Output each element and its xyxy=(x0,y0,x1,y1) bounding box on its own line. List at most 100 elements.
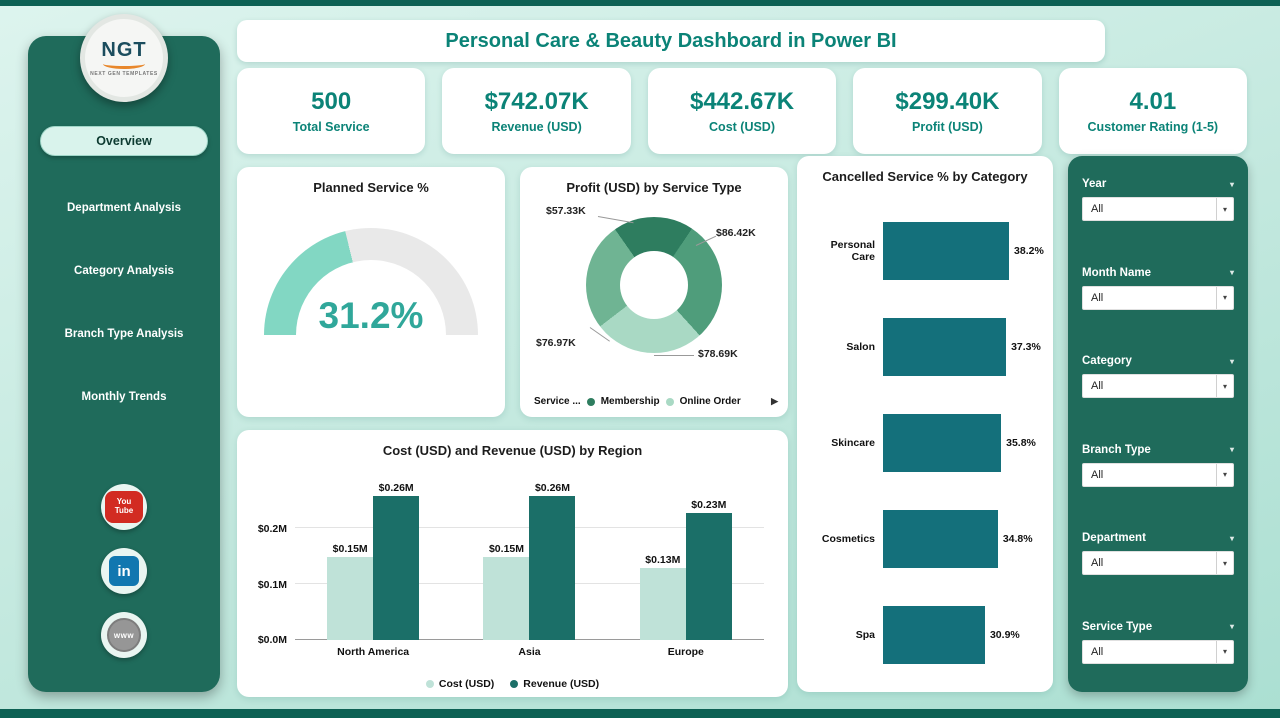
cost-revenue-by-region-card: Cost (USD) and Revenue (USD) by Region $… xyxy=(237,430,788,697)
segment-label: $57.33K xyxy=(546,205,586,217)
profit-donut[interactable] xyxy=(586,217,722,353)
sidebar-nav: Department Analysis Category Analysis Br… xyxy=(28,176,220,428)
linkedin-link[interactable]: in xyxy=(101,548,147,594)
kpi-label: Cost (USD) xyxy=(709,120,775,134)
chevron-down-icon[interactable]: ▾ xyxy=(1229,622,1234,632)
page-title: Personal Care & Beauty Dashboard in Powe… xyxy=(445,29,897,52)
logo-swoosh xyxy=(103,59,145,69)
kpi-label: Revenue (USD) xyxy=(491,120,582,134)
kpi-value: $442.67K xyxy=(689,88,795,115)
kpi-customer-rating: 4.01 Customer Rating (1-5) xyxy=(1058,68,1248,154)
kpi-label: Profit (USD) xyxy=(912,120,983,134)
sidebar-item-monthly-trends[interactable]: Monthly Trends xyxy=(81,390,167,403)
dropdown-value: All xyxy=(1091,557,1104,570)
chart-title: Cost (USD) and Revenue (USD) by Region xyxy=(382,443,643,458)
sidebar-item-overview[interactable]: Overview xyxy=(40,126,208,156)
bar-group: $0.13M $0.23M Europe xyxy=(639,498,732,658)
slicer-label: Branch Type xyxy=(1082,443,1151,456)
legend-dot-membership xyxy=(586,397,595,406)
segment-label: $76.97K xyxy=(536,337,576,349)
bar[interactable] xyxy=(529,496,576,640)
region-groups: $0.15M $0.26M North America $0.15M $0.26M Asi… xyxy=(295,474,764,658)
slicer-year: Year ▾ All ▾ xyxy=(1082,178,1234,221)
bar[interactable] xyxy=(883,318,1007,376)
department-dropdown[interactable]: All ▾ xyxy=(1082,551,1234,576)
slicer-label: Year xyxy=(1082,178,1107,190)
bar-group: $0.15M $0.26M Asia xyxy=(483,482,576,658)
value-label: $0.23M xyxy=(691,498,727,511)
bar-row: Salon 37.3% xyxy=(805,316,1049,378)
bar[interactable] xyxy=(373,496,420,640)
chevron-down-icon[interactable]: ▾ xyxy=(1229,445,1234,455)
chevron-down-icon: ▾ xyxy=(1215,286,1233,309)
service-type-dropdown[interactable]: All ▾ xyxy=(1082,639,1234,664)
category-dropdown[interactable]: All ▾ xyxy=(1082,374,1234,399)
bar-row: Personal Care 38.2% xyxy=(805,220,1049,282)
chevron-down-icon[interactable]: ▾ xyxy=(1229,533,1234,543)
sidebar-item-branch-type-analysis[interactable]: Branch Type Analysis xyxy=(64,327,184,340)
sidebar-item-category-analysis[interactable]: Category Analysis xyxy=(74,264,174,277)
chevron-down-icon: ▾ xyxy=(1215,463,1233,486)
category-label: Asia xyxy=(518,646,541,658)
kpi-value: $742.07K xyxy=(484,88,589,115)
chevron-down-icon[interactable]: ▾ xyxy=(1229,179,1234,189)
value-label: $0.13M xyxy=(645,554,681,567)
bar[interactable] xyxy=(483,557,530,640)
bar[interactable] xyxy=(883,414,1002,472)
month-name-dropdown[interactable]: All ▾ xyxy=(1082,285,1234,310)
legend-label: Online Order xyxy=(679,396,741,407)
value-label: 30.9% xyxy=(989,629,1020,641)
category-label: Salon xyxy=(846,341,875,353)
website-link[interactable]: www xyxy=(101,612,147,658)
y-tick: $0.1M xyxy=(257,579,287,591)
logo-abbr: NGT xyxy=(101,39,147,61)
category-label: Skincare xyxy=(831,437,875,449)
y-tick: $0.2M xyxy=(257,523,287,535)
bottom-border xyxy=(0,709,1280,718)
chevron-down-icon[interactable]: ▾ xyxy=(1229,268,1234,278)
bar[interactable] xyxy=(883,222,1010,280)
chevron-down-icon: ▾ xyxy=(1215,552,1233,575)
kpi-label: Customer Rating (1-5) xyxy=(1087,120,1219,134)
dropdown-value: All xyxy=(1091,645,1104,658)
sidebar-item-department-analysis[interactable]: Department Analysis xyxy=(67,201,181,214)
cancelled-service-card: Cancelled Service % by Category Personal… xyxy=(797,156,1053,692)
legend-scroll-arrow[interactable]: ▶ xyxy=(771,396,778,406)
y-axis: $0.0M $0.1M $0.2M xyxy=(245,474,289,646)
branch-type-dropdown[interactable]: All ▾ xyxy=(1082,462,1234,487)
youtube-link[interactable]: You Tube xyxy=(101,484,147,530)
year-dropdown[interactable]: All ▾ xyxy=(1082,197,1234,221)
legend-dot-online-order xyxy=(665,397,674,406)
chevron-down-icon: ▾ xyxy=(1215,198,1233,220)
profit-by-service-type-card: Profit (USD) by Service Type $57.33K $86… xyxy=(520,167,788,417)
slicer-label: Department xyxy=(1082,532,1146,545)
legend-title: Service ... xyxy=(534,396,581,407)
kpi-cost: $442.67K Cost (USD) xyxy=(647,68,837,154)
y-tick: $0.0M xyxy=(257,634,287,646)
logo-tagline: NEXT GEN TEMPLATES xyxy=(90,71,158,77)
kpi-row: 500 Total Service $742.07K Revenue (USD)… xyxy=(237,68,1248,154)
kpi-value: 4.01 xyxy=(1129,88,1177,115)
bar[interactable] xyxy=(639,568,686,640)
label-connector xyxy=(597,216,634,224)
bar[interactable] xyxy=(883,606,985,664)
bar[interactable] xyxy=(883,510,998,568)
kpi-label: Total Service xyxy=(292,120,370,134)
dropdown-value: All xyxy=(1091,203,1104,215)
gauge-chart xyxy=(264,228,478,335)
legend-label: Cost (USD) xyxy=(438,678,495,690)
kpi-total-service: 500 Total Service xyxy=(237,68,426,154)
label-connector xyxy=(654,355,694,356)
segment-label: $86.42K xyxy=(716,227,756,239)
legend-item-revenue: Revenue (USD) xyxy=(510,678,599,690)
social-links: You Tube in www xyxy=(28,484,220,658)
dropdown-value: All xyxy=(1091,468,1104,481)
segment-label: $78.69K xyxy=(698,348,738,360)
chart-title: Planned Service % xyxy=(313,180,429,195)
kpi-profit: $299.40K Profit (USD) xyxy=(853,68,1042,154)
top-border xyxy=(0,0,1280,6)
bar[interactable] xyxy=(327,557,374,640)
ngt-logo: NGT NEXT GEN TEMPLATES xyxy=(80,14,168,102)
bar[interactable] xyxy=(685,512,732,640)
chevron-down-icon[interactable]: ▾ xyxy=(1229,356,1234,366)
